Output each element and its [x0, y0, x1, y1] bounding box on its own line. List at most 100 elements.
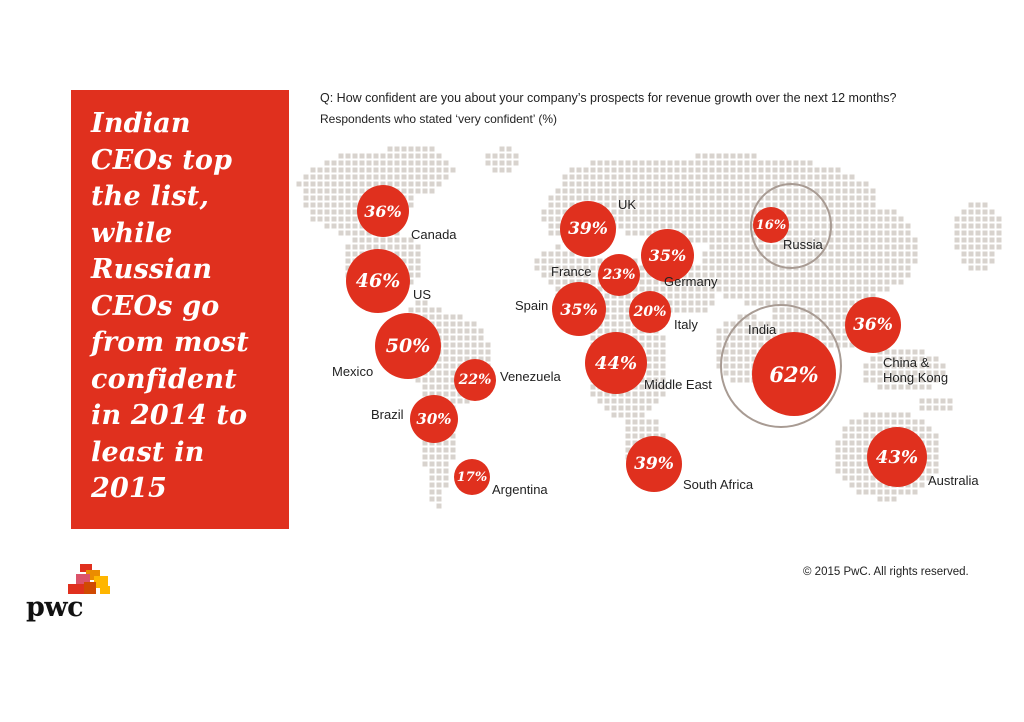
map-dot [415, 160, 421, 166]
map-dot [625, 230, 631, 236]
marker-spain: 35% [552, 282, 606, 336]
map-dot [716, 209, 722, 215]
map-dot [800, 300, 806, 306]
map-dot [765, 286, 771, 292]
map-dot [345, 153, 351, 159]
map-dot [870, 279, 876, 285]
map-dot [317, 195, 323, 201]
map-dot [723, 251, 729, 257]
map-dot [982, 230, 988, 236]
map-dot [695, 202, 701, 208]
map-dot [450, 384, 456, 390]
map-dot [884, 363, 890, 369]
map-dot [933, 461, 939, 467]
map-dot [394, 181, 400, 187]
map-dot [842, 335, 848, 341]
map-dot [863, 181, 869, 187]
map-dot [436, 447, 442, 453]
label-venezuela: Venezuela [500, 369, 561, 384]
map-dot [786, 272, 792, 278]
map-dot [905, 370, 911, 376]
map-dot [429, 461, 435, 467]
map-dot [849, 216, 855, 222]
map-dot [968, 209, 974, 215]
map-dot [905, 272, 911, 278]
map-dot [429, 146, 435, 152]
map-dot [674, 174, 680, 180]
map-dot [919, 426, 925, 432]
map-dot [702, 300, 708, 306]
map-dot [975, 230, 981, 236]
map-dot [751, 174, 757, 180]
map-dot [870, 202, 876, 208]
map-dot [884, 209, 890, 215]
map-dot [639, 433, 645, 439]
map-dot [562, 195, 568, 201]
map-dot [821, 279, 827, 285]
map-dot [324, 202, 330, 208]
map-dot [429, 181, 435, 187]
map-dot [415, 146, 421, 152]
map-dot [891, 412, 897, 418]
map-dot [653, 279, 659, 285]
map-dot [597, 188, 603, 194]
map-dot [828, 314, 834, 320]
marker-germany: 35% [641, 229, 694, 282]
map-dot [835, 244, 841, 250]
map-dot [709, 195, 715, 201]
map-dot [709, 230, 715, 236]
map-dot [891, 237, 897, 243]
map-dot [863, 377, 869, 383]
map-dot [324, 181, 330, 187]
map-dot [709, 202, 715, 208]
map-dot [562, 202, 568, 208]
map-dot [891, 244, 897, 250]
map-dot [716, 230, 722, 236]
map-dot [646, 230, 652, 236]
map-dot [849, 293, 855, 299]
map-dot [905, 419, 911, 425]
map-dot [639, 419, 645, 425]
map-dot [611, 181, 617, 187]
map-dot [653, 167, 659, 173]
map-dot [905, 265, 911, 271]
map-dot [898, 279, 904, 285]
map-dot [695, 237, 701, 243]
map-dot [856, 251, 862, 257]
map-dot [450, 447, 456, 453]
map-dot [415, 167, 421, 173]
map-dot [688, 188, 694, 194]
map-dot [779, 160, 785, 166]
map-dot [660, 391, 666, 397]
map-dot [345, 174, 351, 180]
map-dot [639, 209, 645, 215]
map-dot [408, 272, 414, 278]
map-dot [394, 230, 400, 236]
map-dot [982, 209, 988, 215]
map-dot [688, 174, 694, 180]
map-dot [387, 174, 393, 180]
copyright-notice: © 2015 PwC. All rights reserved. [803, 566, 969, 578]
map-dot [681, 230, 687, 236]
map-dot [366, 174, 372, 180]
map-dot [478, 328, 484, 334]
map-dot [681, 286, 687, 292]
map-dot [765, 265, 771, 271]
map-dot [702, 251, 708, 257]
map-dot [786, 160, 792, 166]
map-dot [744, 279, 750, 285]
map-dot [646, 188, 652, 194]
map-dot [443, 440, 449, 446]
map-dot [324, 216, 330, 222]
map-dot [863, 426, 869, 432]
map-dot [310, 181, 316, 187]
map-dot [737, 209, 743, 215]
map-dot [352, 230, 358, 236]
map-dot [856, 188, 862, 194]
map-dot [352, 174, 358, 180]
pwc-logo-mark [68, 564, 110, 594]
russia-ring [750, 183, 832, 269]
map-dot [926, 440, 932, 446]
map-dot [408, 181, 414, 187]
map-dot [807, 300, 813, 306]
